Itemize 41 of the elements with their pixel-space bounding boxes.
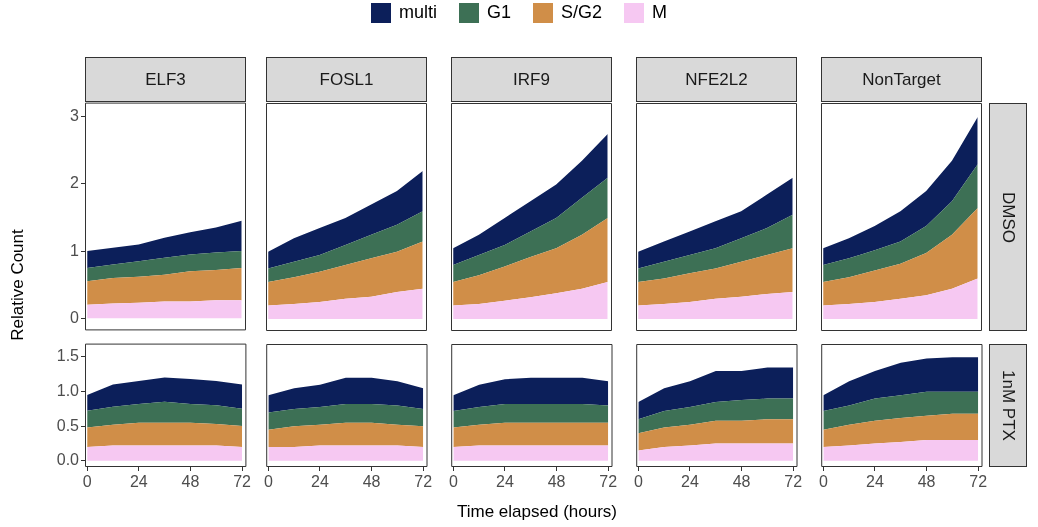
x-tick-label: 24 [680, 473, 699, 491]
x-tick-label: 48 [362, 473, 381, 491]
x-tick-label: 72 [233, 473, 252, 491]
chart-title: NonTarget [821, 57, 982, 102]
y-tick-label: 0 [70, 309, 80, 327]
x-tick-label: 72 [784, 473, 802, 491]
x-tick-label: 0 [263, 473, 273, 491]
legend-label: M [652, 2, 668, 23]
y-tick-label: 3 [70, 107, 80, 125]
x-tick-label: 0 [818, 473, 828, 491]
chart-title: IRF9 [451, 57, 612, 102]
legend-label: multi [398, 2, 437, 23]
text: DMSO [989, 103, 1027, 331]
x-tick-label: 72 [414, 473, 432, 491]
y-axis-title: Relative Count [8, 229, 28, 341]
x-tick-label: 72 [969, 473, 987, 491]
x-tick-label: 48 [547, 473, 566, 491]
y-tick-label: 0.0 [56, 451, 80, 469]
chart-title: FOSL1 [266, 57, 427, 102]
x-tick-label: 24 [129, 473, 148, 491]
x-tick-label: 0 [633, 473, 643, 491]
legend-label: G1 [486, 2, 511, 23]
chart-title: NFE2L2 [636, 57, 797, 102]
x-tick-label: 48 [732, 473, 751, 491]
y-tick-label: 1.5 [56, 347, 80, 365]
y-tick-label: 2 [70, 174, 80, 192]
y-tick-label: 1 [70, 241, 80, 259]
x-tick-label: 0 [82, 473, 92, 491]
x-tick-label: 0 [448, 473, 458, 491]
text: 1nM PTX [988, 344, 1027, 467]
y-tick-label: 0.5 [56, 416, 80, 434]
x-axis-title: Time elapsed (hours) [457, 502, 617, 522]
x-tick-label: 48 [181, 473, 200, 491]
x-tick-label: 24 [310, 473, 329, 491]
x-tick-label: 24 [495, 473, 514, 491]
y-tick-label: 1.0 [56, 382, 80, 400]
legend-label: S/G2 [561, 2, 603, 23]
x-tick-label: 24 [865, 473, 884, 491]
x-tick-label: 48 [917, 473, 936, 491]
chart-title: ELF3 [85, 57, 246, 102]
x-tick-label: 72 [599, 473, 617, 491]
